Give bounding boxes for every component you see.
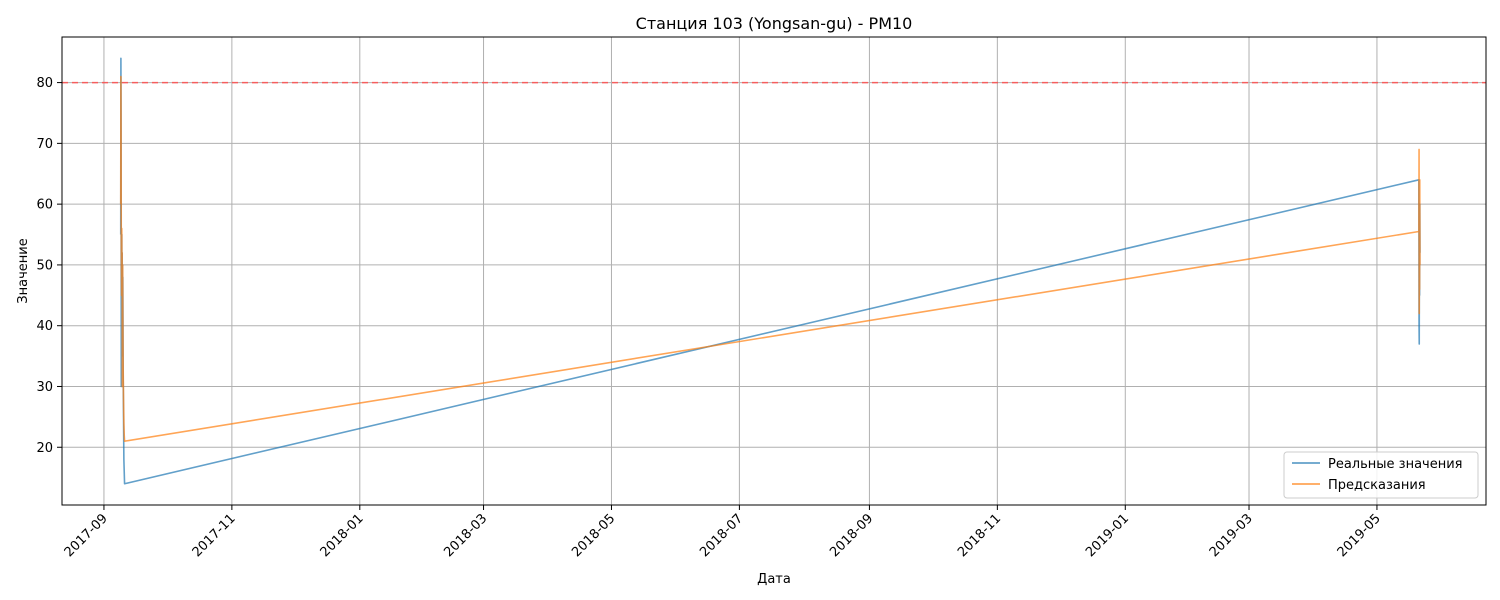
y-tick-label: 30 [36,380,53,395]
legend-label-predicted: Предсказания [1328,478,1426,493]
y-tick-label: 50 [36,258,53,273]
y-axis-title: Значение [16,238,31,303]
y-tick-label: 40 [36,319,53,334]
y-tick-label: 80 [36,76,53,91]
legend-box [1283,451,1479,499]
series-layer [119,57,1421,485]
legend: Реальные значения Предсказания [1283,451,1479,499]
y-tick-label: 60 [36,198,53,213]
series-line-predicted [119,75,1421,442]
y-tick-label: 70 [36,137,53,152]
y-tick-label: 20 [36,441,53,456]
plot-frame [61,36,1487,506]
x-axis-title: Дата [757,572,791,587]
legend-label-real: Реальные значения [1328,457,1463,472]
chart-title: Станция 103 (Yongsan-gu) - PM10 [636,14,913,33]
